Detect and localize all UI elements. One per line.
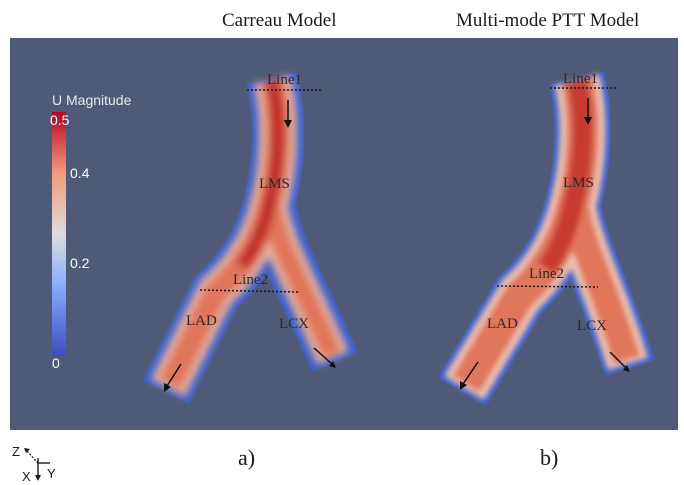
- colorbar-title: U Magnitude: [52, 92, 132, 108]
- vessel-a-lms-label: LMS: [259, 176, 290, 192]
- axis-z-line: [25, 449, 39, 464]
- vessel-b: Line1 LMS Line2 LAD LCX: [437, 71, 655, 407]
- vessel-a: Line1 LMS Line2 LAD LCX: [142, 71, 358, 404]
- vessel-b-line1-label: Line1: [563, 71, 598, 87]
- vessel-a-lad-arrowhead: [164, 383, 171, 392]
- colorbar-gradient: [52, 112, 66, 356]
- vessel-a-flow: [151, 75, 349, 397]
- axis-x-label: X: [22, 469, 31, 484]
- vessel-b-flow: [444, 74, 649, 400]
- vessel-b-lad-label: LAD: [487, 316, 518, 332]
- colorbar: U Magnitude 0.5 0.4 0.2 0: [50, 92, 132, 371]
- colorbar-tick-0-2: 0.2: [70, 255, 90, 271]
- axis-z-arrowhead: [24, 448, 30, 453]
- vessel-a-lad-label: LAD: [186, 313, 217, 329]
- vessel-a-line1-arrowhead: [284, 120, 292, 128]
- axis-x-arrowhead: [35, 475, 41, 481]
- vessel-b-lad-arrowhead: [460, 381, 467, 390]
- vessel-a-lcx-label: LCX: [279, 316, 309, 332]
- vessel-a-line2: [199, 289, 301, 293]
- axis-z-label: Z: [12, 444, 20, 459]
- vessel-b-line2: [496, 285, 599, 288]
- vessel-b-lcx-label: LCX: [577, 318, 607, 334]
- vessel-a-lcx-arrow: [313, 347, 333, 365]
- caption-a: a): [238, 445, 256, 470]
- vessel-b-line1-arrowhead: [584, 117, 592, 125]
- colorbar-tick-0: 0: [52, 355, 60, 371]
- vessel-a-lad-arrow: [166, 363, 182, 387]
- vessel-a-line1-label: Line1: [267, 72, 302, 88]
- vessel-b-line2-label: Line2: [529, 266, 564, 282]
- caption-b: b): [540, 445, 559, 470]
- axis-triad: Z X Y: [12, 444, 56, 484]
- vessel-a-lcx-arrowhead: [329, 361, 336, 368]
- colorbar-tick-0-4: 0.4: [70, 165, 90, 181]
- title-carreau-model: Carreau Model: [222, 10, 337, 31]
- axis-y-label: Y: [47, 466, 56, 481]
- vessel-b-lcx-arrow: [609, 351, 627, 369]
- vessel-b-lad-arrow: [462, 361, 479, 385]
- vessel-a-line2-label: Line2: [233, 272, 268, 288]
- vessel-b-lms-label: LMS: [563, 175, 594, 191]
- vessel-b-lcx-arrowhead: [623, 365, 630, 372]
- colorbar-tick-0-5: 0.5: [50, 112, 70, 128]
- title-ptt-model: Multi-mode PTT Model: [456, 10, 640, 31]
